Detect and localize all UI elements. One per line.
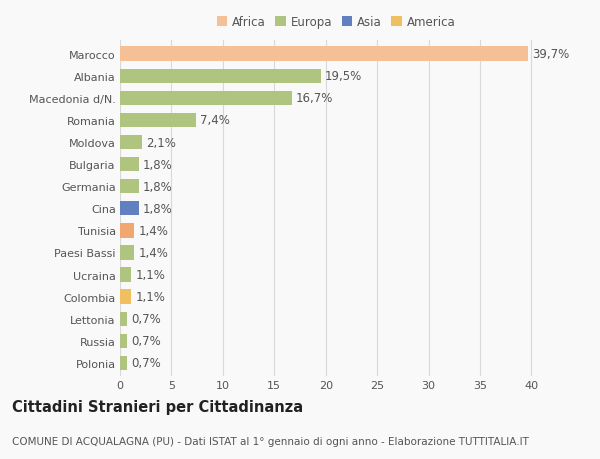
Text: 1,8%: 1,8% (143, 180, 172, 193)
Text: 0,7%: 0,7% (131, 335, 161, 347)
Bar (120, 334, 127, 348)
Text: 1,8%: 1,8% (143, 202, 172, 215)
Legend: Africa, Europa, Asia, America: Africa, Europa, Asia, America (214, 14, 458, 31)
Bar (120, 69, 320, 84)
Text: 1,4%: 1,4% (139, 224, 169, 237)
Bar (120, 113, 196, 128)
Bar (120, 290, 131, 304)
Bar (120, 91, 292, 106)
Bar (120, 246, 134, 260)
Bar (120, 312, 127, 326)
Bar (120, 135, 142, 150)
Text: 1,1%: 1,1% (136, 291, 166, 303)
Text: 1,8%: 1,8% (143, 158, 172, 171)
Text: 39,7%: 39,7% (532, 48, 570, 61)
Bar (120, 157, 139, 172)
Text: 7,4%: 7,4% (200, 114, 230, 127)
Bar (120, 268, 131, 282)
Bar (120, 179, 139, 194)
Text: 2,1%: 2,1% (146, 136, 176, 149)
Bar (120, 356, 127, 370)
Bar (120, 202, 139, 216)
Text: COMUNE DI ACQUALAGNA (PU) - Dati ISTAT al 1° gennaio di ogni anno - Elaborazione: COMUNE DI ACQUALAGNA (PU) - Dati ISTAT a… (12, 436, 529, 446)
Text: 16,7%: 16,7% (296, 92, 333, 105)
Text: 1,4%: 1,4% (139, 246, 169, 259)
Bar (120, 224, 134, 238)
Text: 19,5%: 19,5% (325, 70, 362, 83)
Text: 0,7%: 0,7% (131, 357, 161, 369)
Text: 0,7%: 0,7% (131, 313, 161, 325)
Bar (120, 47, 529, 62)
Text: 1,1%: 1,1% (136, 269, 166, 281)
Text: Cittadini Stranieri per Cittadinanza: Cittadini Stranieri per Cittadinanza (12, 399, 303, 414)
